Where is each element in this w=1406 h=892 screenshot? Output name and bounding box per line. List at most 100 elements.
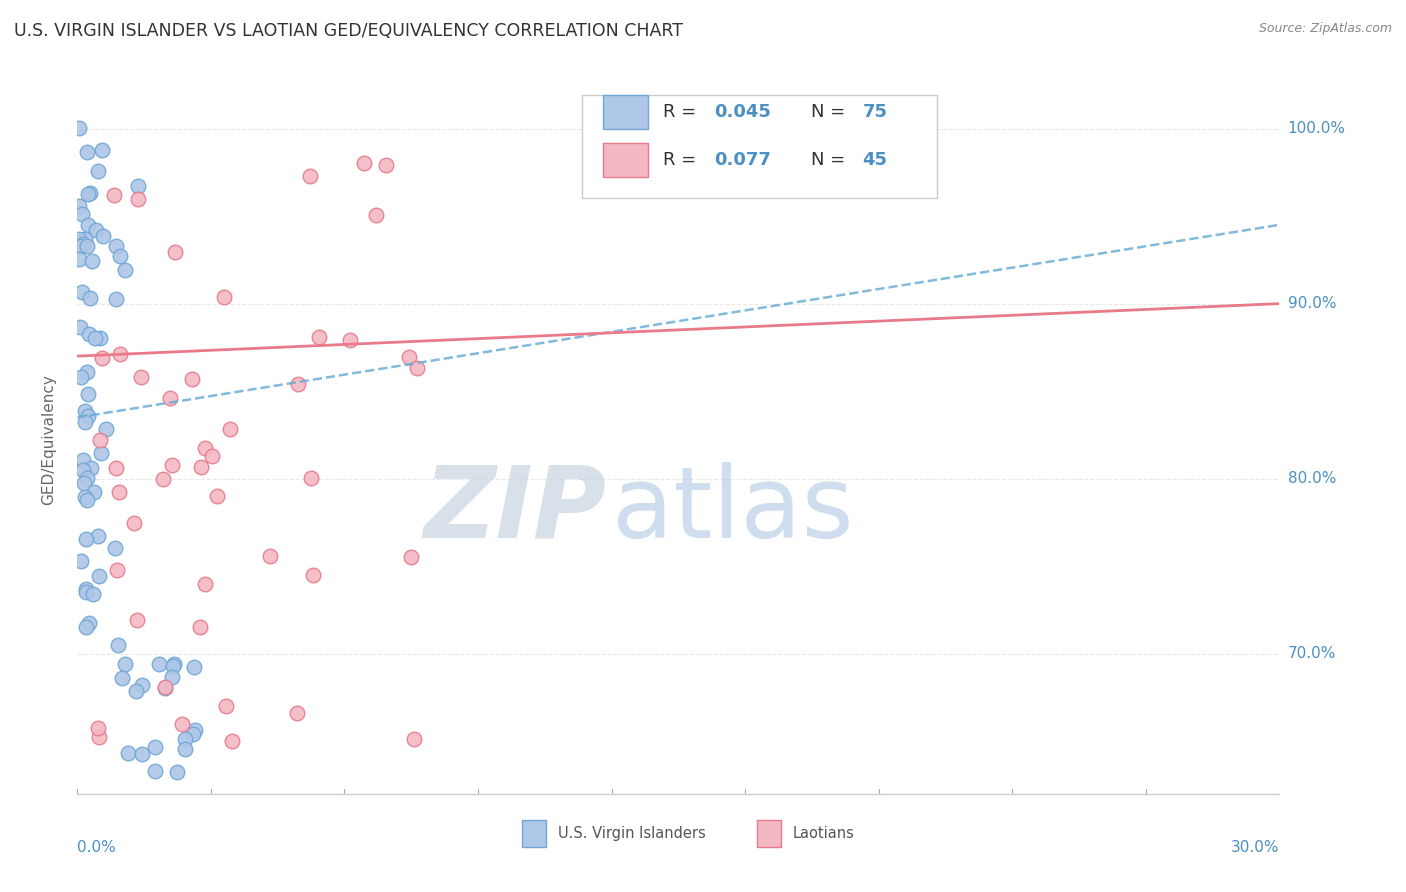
Point <box>76 409 98 423</box>
Point <box>89 331 111 345</box>
Point <box>399 550 422 565</box>
Text: 90.0%: 90.0% <box>1288 296 1336 311</box>
Point <box>124 516 146 531</box>
Point <box>107 638 129 652</box>
Point <box>184 723 207 738</box>
Point <box>69 320 91 334</box>
Text: 0.077: 0.077 <box>714 151 772 169</box>
Text: Laotians: Laotians <box>793 826 855 841</box>
FancyBboxPatch shape <box>582 95 936 198</box>
Point <box>353 156 375 170</box>
Point <box>75 582 97 596</box>
Point <box>163 657 186 671</box>
Point <box>69 553 91 567</box>
Point <box>73 490 96 504</box>
Point <box>72 452 94 467</box>
Point <box>80 461 103 475</box>
Point <box>76 239 98 253</box>
Point <box>87 164 110 178</box>
Point <box>131 678 153 692</box>
FancyBboxPatch shape <box>522 820 546 847</box>
Point <box>188 620 211 634</box>
Text: 75: 75 <box>862 103 887 120</box>
Point <box>72 207 94 221</box>
Point <box>159 391 181 405</box>
Text: 45: 45 <box>862 151 887 169</box>
Text: 30.0%: 30.0% <box>1232 840 1279 855</box>
Text: 70.0%: 70.0% <box>1288 647 1336 661</box>
Point <box>70 239 93 253</box>
Text: N =: N = <box>811 151 851 169</box>
Point <box>152 472 174 486</box>
Point <box>73 475 96 490</box>
FancyBboxPatch shape <box>756 820 780 847</box>
Text: R =: R = <box>662 151 702 169</box>
Point <box>174 732 197 747</box>
Point <box>212 290 235 304</box>
Point <box>73 415 96 429</box>
Point <box>125 684 148 698</box>
Point <box>79 291 101 305</box>
Text: 100.0%: 100.0% <box>1288 121 1346 136</box>
Point <box>67 232 90 246</box>
Text: 0.0%: 0.0% <box>77 840 117 855</box>
FancyBboxPatch shape <box>603 143 648 177</box>
Point <box>93 228 115 243</box>
Point <box>194 442 217 456</box>
Point <box>190 459 212 474</box>
Point <box>173 742 195 756</box>
Point <box>148 657 170 672</box>
Point <box>73 232 96 246</box>
Point <box>77 387 100 401</box>
Point <box>406 361 429 376</box>
Point <box>84 223 107 237</box>
Point <box>72 463 94 477</box>
Point <box>205 490 228 504</box>
Point <box>89 433 111 447</box>
Point <box>129 370 152 384</box>
Point <box>215 698 238 713</box>
Point <box>128 179 150 194</box>
Point <box>117 746 139 760</box>
Text: 0.045: 0.045 <box>714 103 772 120</box>
Point <box>180 371 202 385</box>
Point <box>402 732 425 747</box>
Point <box>76 145 98 159</box>
Point <box>110 249 132 263</box>
Point <box>76 365 98 379</box>
Point <box>105 563 128 577</box>
Point <box>104 239 127 253</box>
Text: N =: N = <box>811 103 851 120</box>
Point <box>172 717 194 731</box>
Point <box>90 143 112 157</box>
Point <box>76 471 98 485</box>
Point <box>114 263 136 277</box>
Point <box>339 333 361 347</box>
Point <box>302 568 325 582</box>
Point <box>298 169 321 184</box>
Point <box>162 659 184 673</box>
Point <box>114 657 136 671</box>
Point <box>160 670 183 684</box>
FancyBboxPatch shape <box>603 95 648 128</box>
Point <box>83 484 105 499</box>
Point <box>201 450 224 464</box>
Point <box>111 672 134 686</box>
Point <box>79 186 101 200</box>
Point <box>131 747 153 761</box>
Point <box>104 292 127 306</box>
Point <box>155 680 177 694</box>
Point <box>70 285 93 299</box>
Point <box>127 192 149 206</box>
Point <box>308 329 330 343</box>
Point <box>160 458 183 473</box>
Point <box>143 764 166 778</box>
Point <box>77 218 100 232</box>
Point <box>143 739 166 754</box>
Point <box>67 120 90 135</box>
Point <box>105 461 128 475</box>
Point <box>163 245 186 260</box>
Point <box>183 660 205 674</box>
Point <box>90 446 112 460</box>
Point <box>70 370 93 384</box>
